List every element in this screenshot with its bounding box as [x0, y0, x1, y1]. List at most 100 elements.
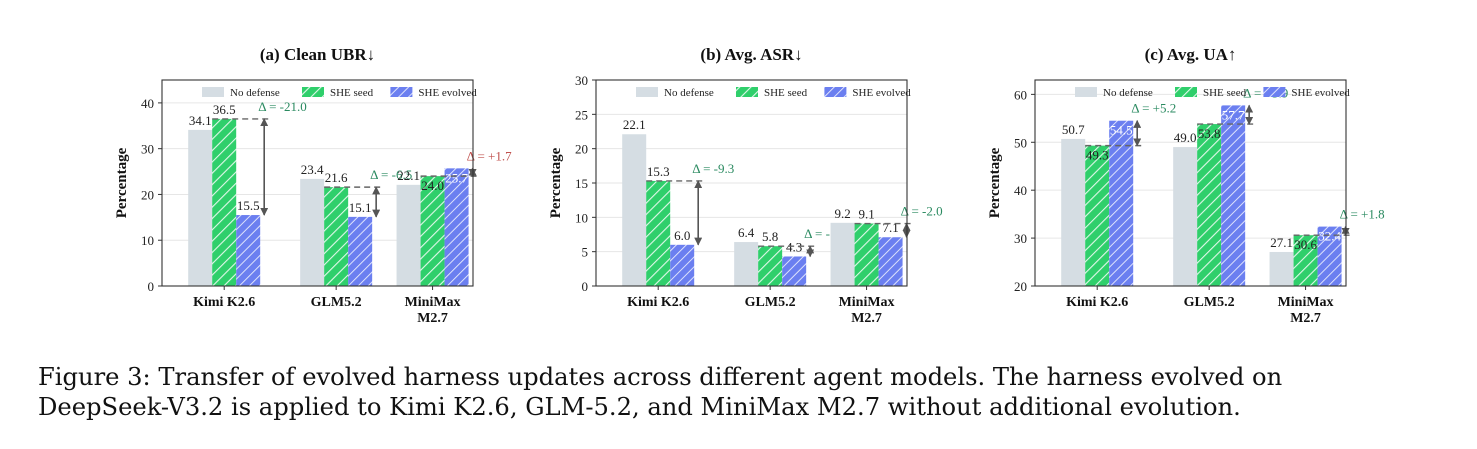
y-tick-label: 15 [575, 176, 588, 191]
x-tick-label: Kimi K2.6 [193, 295, 255, 310]
delta-label: Δ = +1.8 [1340, 207, 1385, 222]
data-label: 23.4 [301, 162, 324, 177]
delta-label: Δ = +5.2 [1131, 101, 1176, 116]
legend-swatch [1263, 87, 1286, 97]
data-label: 9.2 [834, 206, 850, 221]
y-tick-label: 0 [582, 279, 589, 294]
data-label: 15.3 [647, 164, 670, 179]
legend-swatch [302, 87, 324, 97]
bar-she-evolved [1317, 226, 1342, 286]
y-tick-label: 0 [148, 279, 155, 294]
bar-she-seed [324, 187, 349, 286]
bar-she-seed [420, 176, 445, 286]
y-tick-label: 20 [575, 142, 588, 157]
bar-she-evolved [348, 216, 373, 286]
data-label: 6.4 [738, 225, 755, 240]
bar-no-defense [188, 129, 213, 286]
legend-label: SHE seed [330, 87, 374, 99]
delta-label: Δ = -6.5 [370, 167, 412, 182]
data-label: 22.1 [397, 168, 420, 183]
data-label: 15.1 [349, 200, 372, 215]
x-tick-label: Kimi K2.6 [627, 295, 689, 310]
delta-label: Δ = -9.3 [692, 161, 734, 176]
data-label: 49.3 [1086, 148, 1109, 163]
data-label: 5.8 [762, 229, 778, 244]
chart-title: (a) Clean UBR↓ [260, 45, 375, 64]
data-label: 36.5 [213, 102, 236, 117]
data-label: 49.0 [1174, 130, 1197, 145]
legend-swatch [202, 87, 224, 97]
x-tick-label: GLM5.2 [745, 295, 796, 310]
bar-no-defense [622, 134, 647, 286]
legend-label: SHE evolved [852, 87, 911, 99]
legend-label: SHE seed [1203, 87, 1247, 99]
delta-label: Δ = +1.7 [467, 148, 513, 163]
bar-no-defense [300, 178, 325, 286]
legend-swatch [736, 87, 758, 97]
legend-label: No defense [664, 87, 714, 99]
data-label: 50.7 [1062, 122, 1085, 137]
chart-panels: (a) Clean UBR↓ 0 10 20 30 40 Percentage 34.136.… [114, 45, 1385, 326]
plot-frame [1034, 79, 1347, 287]
legend-label: SHE evolved [1291, 87, 1350, 99]
data-label: 21.6 [325, 170, 348, 185]
x-tick-label: MiniMax [1278, 295, 1334, 310]
data-label: 54.5 [1110, 123, 1133, 138]
data-label: 24.0 [421, 178, 444, 193]
bar-she-evolved [1109, 120, 1134, 286]
y-axis-label: Percentage [114, 147, 130, 218]
legend: No defense SHE seed SHE evolved [636, 87, 911, 99]
bar-she-seed [212, 118, 237, 287]
data-label: 30.6 [1294, 237, 1317, 252]
x-tick-label: M2.7 [851, 311, 882, 326]
legend-swatch [390, 87, 413, 97]
legend-label: SHE seed [764, 87, 808, 99]
bar-no-defense [1173, 147, 1198, 286]
y-tick-label: 10 [575, 210, 588, 225]
data-label: 4.3 [786, 239, 802, 254]
delta-label: Δ = -2.0 [901, 204, 943, 219]
bar-no-defense [396, 184, 421, 286]
y-tick-label: 25 [575, 107, 588, 122]
data-label: 34.1 [189, 113, 212, 128]
chart-title: (b) Avg. ASR↓ [700, 45, 802, 64]
bar-she-evolved [1221, 105, 1246, 286]
chart-title: (c) Avg. UA↑ [1145, 45, 1237, 64]
legend-label: No defense [1103, 87, 1153, 99]
y-tick-label: 5 [582, 245, 589, 260]
bar-she-evolved [670, 244, 695, 286]
data-label: 15.5 [237, 198, 260, 213]
bar-she-evolved [444, 168, 469, 286]
data-label: 57.7 [1222, 107, 1245, 122]
y-tick-label: 20 [1014, 279, 1027, 294]
delta-label: Δ = -21.0 [258, 99, 307, 114]
bar-she-seed [1197, 124, 1222, 286]
y-tick-label: 30 [1014, 231, 1027, 246]
y-tick-label: 60 [1014, 87, 1027, 102]
y-axis-label: Percentage [548, 147, 564, 218]
data-label: 6.0 [674, 228, 690, 243]
bar-no-defense [734, 242, 759, 286]
bar-no-defense [1061, 138, 1086, 286]
data-label: 22.1 [623, 117, 646, 132]
caption-line-2: DeepSeek-V3.2 is applied to Kimi K2.6, G… [38, 393, 1241, 421]
x-tick-label: GLM5.2 [1184, 295, 1235, 310]
legend: No defense SHE seed SHE evolved [1075, 87, 1350, 99]
x-tick-label: M2.7 [417, 311, 448, 326]
y-tick-label: 10 [141, 233, 154, 248]
x-tick-label: Kimi K2.6 [1066, 295, 1128, 310]
y-axis-label: Percentage [987, 147, 1003, 218]
caption-line-1: Figure 3: Transfer of evolved harness up… [38, 363, 1283, 391]
data-label: 7.1 [882, 220, 898, 235]
bar-she-evolved [878, 237, 903, 286]
data-label: 32.4 [1318, 229, 1341, 244]
bar-no-defense [830, 222, 855, 286]
legend-swatch [1175, 87, 1197, 97]
chart-panel-2: (b) Avg. ASR↓ 0 5 10 15 20 25 30 Percentage 22.1 1… [548, 45, 943, 326]
x-tick-label: M2.7 [1290, 311, 1321, 326]
data-label: 27.1 [1270, 235, 1293, 250]
bar-she-evolved [782, 256, 807, 286]
legend-label: SHE evolved [418, 87, 477, 99]
legend: No defense SHE seed SHE evolved [202, 87, 477, 99]
plot-frame [161, 79, 474, 287]
